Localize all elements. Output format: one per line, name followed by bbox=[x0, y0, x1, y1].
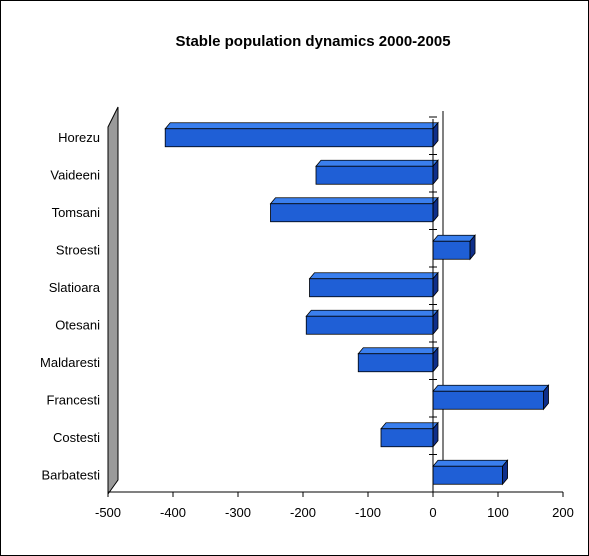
bar-top-maldaresti bbox=[357, 347, 439, 355]
bar-top-horezu bbox=[164, 122, 439, 130]
bar-top-francesti bbox=[432, 384, 550, 392]
bar-side-barbatesti bbox=[502, 459, 508, 486]
y-tick-label: Maldaresti bbox=[40, 355, 100, 370]
bar-top-costesti bbox=[380, 422, 439, 430]
y-tick-label: Tomsani bbox=[52, 205, 101, 220]
bar-vaideeni bbox=[315, 165, 434, 185]
bar-top-barbatesti bbox=[432, 459, 509, 467]
bar-top-tomsani bbox=[269, 197, 439, 205]
x-tick-label: 0 bbox=[429, 505, 436, 520]
x-tick-label: 200 bbox=[552, 505, 574, 520]
bar-francesti bbox=[432, 390, 544, 410]
bar-top-otesani bbox=[305, 309, 439, 317]
bar-otesani bbox=[305, 315, 434, 335]
chart-title: Stable population dynamics 2000-2005 bbox=[175, 33, 450, 50]
bar-costesti bbox=[380, 428, 434, 448]
bar-barbatesti bbox=[432, 465, 503, 485]
y-tick-label: Horezu bbox=[58, 130, 100, 145]
bar-top-stroesti bbox=[432, 234, 476, 242]
bar-slatioara bbox=[309, 278, 434, 298]
y-tick-label: Slatioara bbox=[49, 280, 101, 295]
bar-maldaresti bbox=[357, 353, 434, 373]
bar-side-francesti bbox=[543, 384, 549, 411]
x-tick-label: -100 bbox=[355, 505, 381, 520]
side-wall bbox=[107, 106, 119, 496]
bar-side-stroesti bbox=[469, 234, 476, 261]
y-tick-label: Barbatesti bbox=[41, 467, 100, 482]
bar-tomsani bbox=[270, 203, 434, 223]
y-tick-label: Otesani bbox=[55, 317, 100, 332]
bar-top-slatioara bbox=[308, 272, 439, 280]
x-tick-label: 100 bbox=[487, 505, 509, 520]
y-tick-label: Costesti bbox=[53, 430, 100, 445]
bar-stroesti bbox=[432, 240, 471, 260]
x-tick-label: -500 bbox=[95, 505, 121, 520]
bar-horezu bbox=[164, 128, 434, 148]
x-tick-label: -300 bbox=[225, 505, 251, 520]
y-tick-label: Francesti bbox=[47, 392, 101, 407]
plot-area: Horezu Vaideeni Tomsani Stroesti Slatioara Ot… bbox=[40, 106, 574, 520]
y-tick-label: Stroesti bbox=[56, 242, 100, 257]
y-tick-label: Vaideeni bbox=[50, 167, 100, 182]
x-tick-label: -400 bbox=[160, 505, 186, 520]
bar-top-vaideeni bbox=[315, 159, 439, 167]
x-tick-label: -200 bbox=[290, 505, 316, 520]
